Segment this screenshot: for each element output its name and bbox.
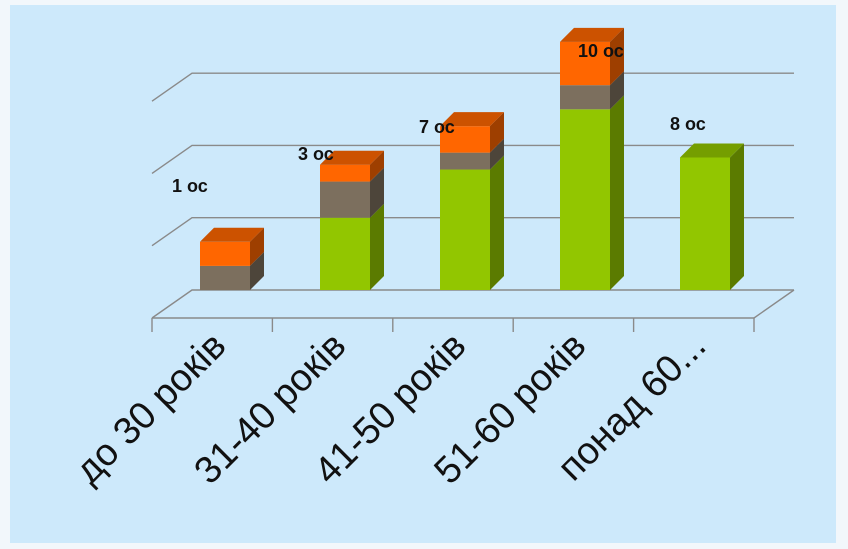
bar-segment-front xyxy=(200,265,250,290)
bar-segment-front xyxy=(560,85,610,110)
data-label: 8 ос xyxy=(670,114,706,134)
bar-segment-side xyxy=(490,138,504,170)
bar-segment-front xyxy=(440,126,490,153)
bar-top-face xyxy=(320,150,384,165)
bar-segment-side xyxy=(730,143,744,290)
data-label: 3 ос xyxy=(298,144,334,164)
bar-segment-side xyxy=(370,203,384,290)
bar-segment-side xyxy=(610,27,624,86)
chart-bars xyxy=(200,27,744,291)
bar-segment-side xyxy=(370,167,384,218)
bar-segment-front xyxy=(440,169,490,290)
bar-segment-side xyxy=(610,71,624,110)
bar-segment-front xyxy=(440,152,490,170)
bar-segment-front xyxy=(320,217,370,290)
bar-segment-side xyxy=(490,112,504,153)
data-label: 7 ос xyxy=(419,117,455,137)
bar-top-face xyxy=(560,27,624,42)
bar-segment-side xyxy=(490,155,504,290)
data-label: 1 ос xyxy=(172,176,208,196)
bar-segment-front xyxy=(560,109,610,291)
bar-segment-front xyxy=(560,41,610,86)
bar-top-face xyxy=(200,227,264,242)
bar-segment-front xyxy=(320,164,370,182)
bar-segment-side xyxy=(370,150,384,182)
bar-top-face xyxy=(680,143,744,158)
data-label: 10 ос xyxy=(578,41,624,61)
bar-segment-front xyxy=(680,157,730,290)
bar-segment-front xyxy=(320,181,370,218)
bar-top-face xyxy=(440,112,504,127)
bar-segment-side xyxy=(250,227,264,266)
floor-edge xyxy=(753,289,795,319)
bar-segment-side xyxy=(250,251,264,290)
gridline xyxy=(151,72,794,102)
gridline xyxy=(151,289,794,319)
bar-segment-side xyxy=(610,95,624,291)
bar-segment-front xyxy=(200,241,250,266)
chart-data-labels: 1 ос 3 ос 7 ос 10 ос 8 ос xyxy=(172,41,706,196)
